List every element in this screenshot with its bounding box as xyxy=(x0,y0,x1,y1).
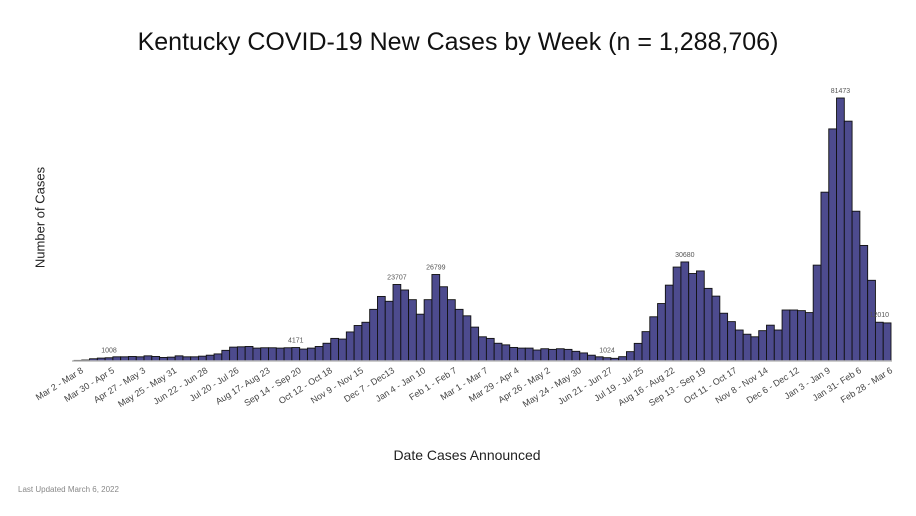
data-label: 1008 xyxy=(101,348,117,355)
bar xyxy=(221,349,231,362)
bar xyxy=(719,312,729,362)
bar xyxy=(236,346,246,362)
bar xyxy=(252,347,262,362)
bar xyxy=(283,347,293,362)
bar xyxy=(330,337,339,362)
bar xyxy=(377,295,386,362)
bar xyxy=(649,316,659,362)
bar xyxy=(306,347,316,362)
bar xyxy=(353,325,363,362)
chart-title: Kentucky COVID-19 New Cases by Week (n =… xyxy=(137,28,779,56)
bar xyxy=(657,303,666,362)
bar xyxy=(734,329,744,362)
bar xyxy=(555,348,565,362)
bar xyxy=(773,329,783,362)
bar xyxy=(571,350,581,362)
bar xyxy=(540,348,550,362)
bar xyxy=(268,347,277,362)
bar xyxy=(400,289,410,362)
bar xyxy=(524,347,534,362)
bar xyxy=(742,333,752,362)
data-label: 1024 xyxy=(599,348,615,355)
bar xyxy=(470,326,480,362)
bar xyxy=(797,310,806,362)
bar xyxy=(703,287,713,362)
bar xyxy=(462,315,472,362)
bar xyxy=(626,351,635,362)
bar xyxy=(361,321,371,362)
bar xyxy=(415,313,425,362)
bar xyxy=(509,346,518,362)
data-label: 30680 xyxy=(675,252,695,259)
bar xyxy=(423,299,433,362)
bar xyxy=(874,321,884,362)
bar xyxy=(369,308,378,362)
bar xyxy=(532,349,542,362)
bar xyxy=(750,336,760,362)
bar xyxy=(563,348,573,362)
data-label: 12010 xyxy=(870,312,890,319)
bar xyxy=(804,312,814,362)
bar xyxy=(454,308,464,362)
bar xyxy=(229,346,238,362)
bar xyxy=(828,128,837,362)
bar xyxy=(587,354,596,362)
bar xyxy=(213,353,223,362)
bar xyxy=(174,355,184,362)
bar xyxy=(275,347,285,362)
bar xyxy=(843,120,853,362)
bar xyxy=(517,347,526,362)
bar xyxy=(758,330,767,362)
bar xyxy=(766,324,775,362)
bar xyxy=(696,270,705,362)
bar xyxy=(485,337,495,362)
bar xyxy=(851,210,861,362)
bar xyxy=(548,348,557,362)
bar xyxy=(299,348,308,362)
data-label: 26799 xyxy=(426,264,446,271)
last-updated-note: Last Updated March 6, 2022 xyxy=(18,485,119,494)
bar xyxy=(836,97,845,362)
bar xyxy=(882,322,892,362)
bar xyxy=(664,284,674,362)
bar xyxy=(781,309,791,362)
x-axis-label: Date Cases Announced xyxy=(393,447,541,463)
bar xyxy=(859,244,869,362)
bar xyxy=(260,347,269,362)
bar xyxy=(633,342,643,362)
bar xyxy=(392,284,402,362)
x-tick-label: Oct 11 - Oct 17 xyxy=(682,365,738,405)
bar xyxy=(205,354,215,362)
bar xyxy=(143,355,153,362)
data-label: 23707 xyxy=(387,274,407,281)
bar xyxy=(408,299,417,362)
data-label: 81473 xyxy=(831,88,851,95)
bar xyxy=(447,299,456,362)
bar xyxy=(322,342,332,362)
bar xyxy=(672,266,682,362)
bar xyxy=(680,261,690,362)
bar xyxy=(439,286,448,362)
bar xyxy=(291,347,301,362)
bar xyxy=(812,264,822,362)
bar xyxy=(688,273,697,362)
data-label: 4171 xyxy=(288,338,304,345)
bar xyxy=(338,338,347,362)
bar xyxy=(789,309,799,362)
bar xyxy=(579,352,588,362)
bar xyxy=(431,274,441,362)
bar xyxy=(384,300,394,362)
bar xyxy=(641,331,651,362)
bar xyxy=(867,279,876,362)
bar xyxy=(493,342,503,362)
bar xyxy=(314,346,324,362)
bar xyxy=(478,336,487,362)
bar xyxy=(244,346,254,362)
bar xyxy=(820,191,830,362)
bar xyxy=(345,331,355,362)
bar xyxy=(727,321,736,362)
bar xyxy=(501,344,511,362)
bar xyxy=(711,295,721,362)
